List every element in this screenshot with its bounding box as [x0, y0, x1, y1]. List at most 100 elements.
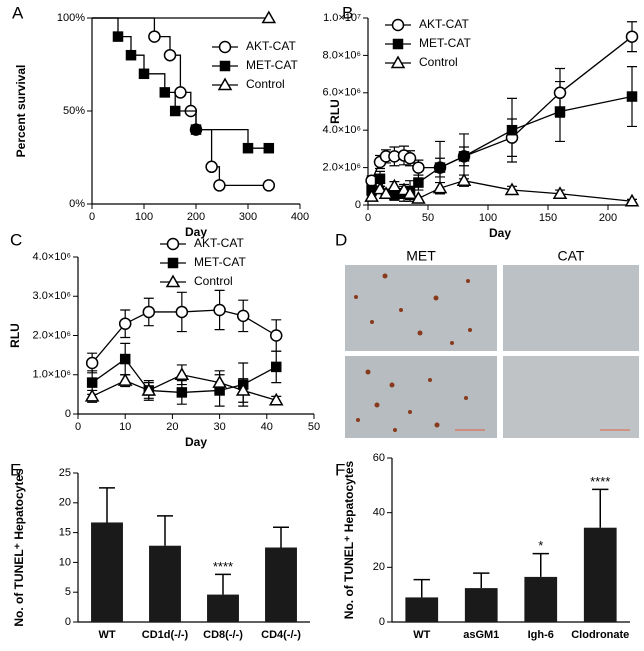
stained-cells: [354, 273, 472, 432]
panel-letter: C: [10, 230, 22, 249]
y-tick-label: 0: [355, 199, 361, 211]
marker: [117, 373, 133, 386]
marker: [403, 152, 417, 165]
x-axis-label: Day: [489, 226, 511, 240]
y-tick-label: 15: [59, 527, 71, 539]
marker: [125, 49, 137, 61]
y-tick-label: 20: [373, 561, 385, 573]
y-tick-label: 0: [379, 616, 385, 628]
marker: [269, 329, 283, 342]
y-tick-label: 4.0×10⁶: [323, 124, 361, 136]
error-bar: [215, 573, 231, 595]
marker: [412, 161, 425, 174]
marker: [242, 142, 254, 154]
marker: [212, 375, 227, 388]
marker: [434, 162, 446, 173]
series-line: [371, 95, 633, 196]
survival-curve: [92, 17, 269, 149]
marker: [84, 388, 100, 402]
legend-marker: [217, 77, 233, 91]
bar: [583, 527, 617, 622]
marker: [458, 151, 470, 162]
x-tick-label: 100: [479, 212, 497, 224]
x-tick-label: 50: [308, 421, 320, 433]
marker: [553, 86, 567, 100]
legend-label: Control: [419, 55, 458, 69]
y-tick-label: 0: [65, 408, 71, 420]
y-tick-label: 3.0×10⁶: [33, 290, 71, 302]
survival-curve: [92, 17, 269, 187]
legend-label: Control: [246, 77, 285, 91]
y-tick-label: 40: [373, 507, 385, 519]
panel-letter: D: [335, 230, 347, 249]
significance: *: [538, 538, 543, 553]
legend-label: MET-CAT: [419, 36, 471, 50]
marker: [432, 180, 448, 194]
bar: [91, 522, 123, 622]
x-tick-label: 40: [261, 421, 273, 433]
bar: [524, 576, 558, 622]
bar: [464, 588, 498, 622]
y-tick-label: 100%: [57, 12, 85, 24]
x-tick-label: CD1d(-/-): [142, 629, 189, 641]
y-tick-label: 5: [65, 586, 71, 598]
x-tick-label: 100: [135, 211, 153, 223]
marker: [213, 303, 226, 317]
x-tick-label: 150: [539, 212, 557, 224]
legend-marker: [390, 55, 406, 69]
micrograph: [345, 356, 497, 438]
y-tick-label: 25: [59, 467, 71, 479]
y-axis-label: RLU: [8, 323, 22, 348]
marker: [175, 305, 189, 319]
marker: [262, 179, 276, 192]
legend-marker: [219, 60, 231, 72]
bar: [149, 545, 181, 622]
marker: [163, 48, 177, 62]
x-tick-label: 200: [599, 212, 617, 224]
legend-marker: [392, 38, 404, 50]
x-tick-label: 10: [119, 421, 131, 433]
micrograph: [503, 356, 639, 438]
y-tick-label: 4.0×10⁶: [33, 251, 71, 263]
marker: [261, 10, 277, 24]
marker: [141, 382, 157, 396]
marker: [387, 178, 402, 192]
bar: [207, 594, 239, 622]
y-tick-label: 10: [59, 556, 71, 568]
marker: [169, 105, 181, 117]
x-tick-label: 0: [75, 421, 81, 433]
y-tick-label: 20: [59, 497, 71, 509]
micrograph: [503, 265, 639, 351]
marker: [263, 142, 275, 154]
y-axis-label: Percent survival: [14, 65, 28, 158]
x-axis-label: Day: [185, 225, 207, 239]
bar: [265, 547, 297, 622]
y-tick-label: 2.0×10⁶: [323, 162, 361, 174]
micrographs: [345, 265, 639, 438]
x-tick-label: asGM1: [463, 629, 499, 641]
legend-label: Control: [194, 274, 233, 288]
marker: [270, 361, 282, 373]
marker: [138, 68, 150, 80]
marker: [205, 160, 218, 174]
y-axis-label: No. of TUNEL⁺ Hepatocytes: [342, 461, 356, 620]
x-tick-label: 0: [89, 211, 95, 223]
legend-label: AKT-CAT: [419, 17, 469, 31]
significance: ****: [590, 474, 610, 489]
marker: [624, 193, 640, 207]
marker: [378, 186, 394, 200]
legend-label: AKT-CAT: [194, 236, 244, 250]
marker: [504, 182, 520, 196]
legend-marker: [165, 274, 181, 288]
marker: [552, 186, 568, 200]
y-tick-label: 2.0×10⁶: [33, 329, 71, 341]
marker: [625, 30, 639, 43]
y-tick-label: 6.0×10⁶: [323, 87, 361, 99]
error-bar: [413, 578, 430, 598]
marker: [213, 179, 226, 192]
legend-label: MET-CAT: [246, 58, 298, 72]
y-tick-label: 1.0×10⁷: [323, 12, 361, 24]
column-label: CAT: [558, 248, 585, 264]
legend-marker: [391, 18, 405, 32]
